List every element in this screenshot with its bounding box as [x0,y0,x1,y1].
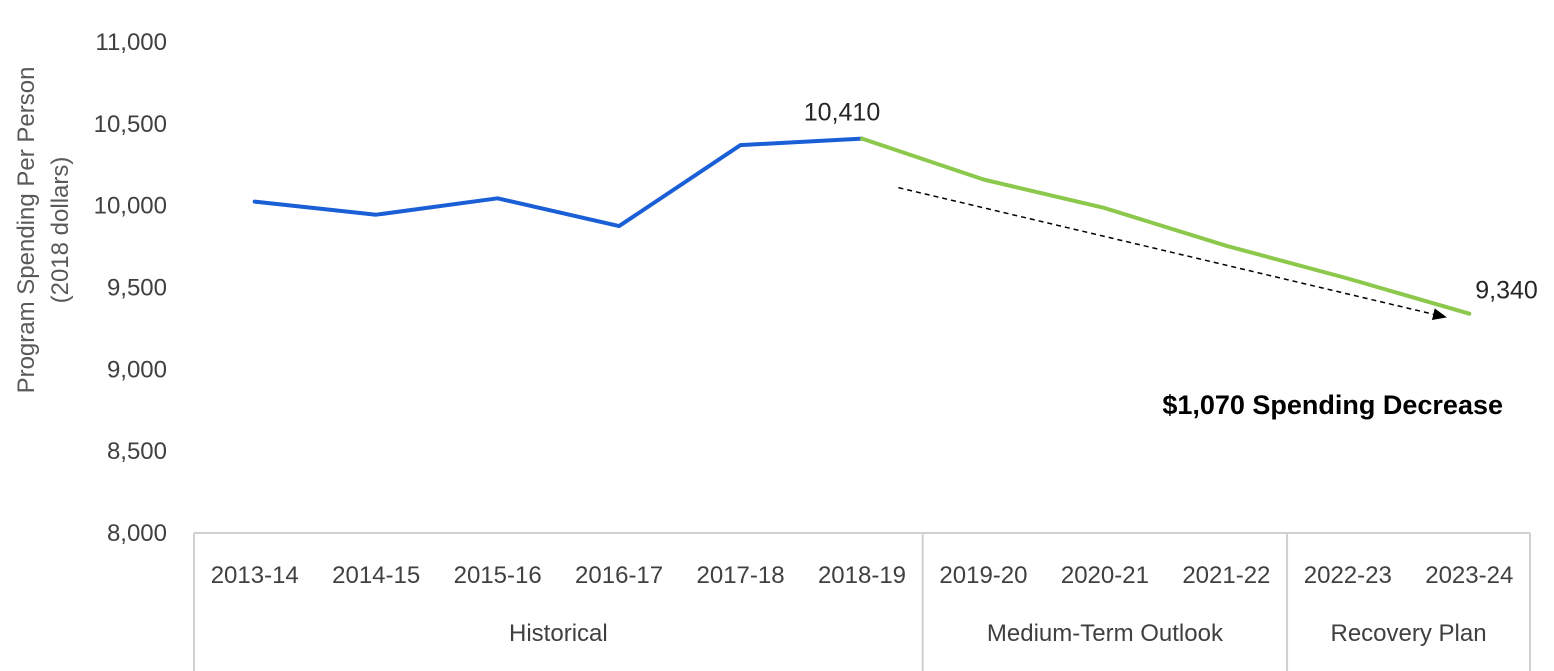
x-tick-label: 2018-19 [818,562,906,589]
x-tick-label: 2020-21 [1061,562,1149,589]
series-line-0 [252,136,864,229]
decrease-arrow [898,186,1447,321]
x-tick-label: 2023-24 [1425,562,1513,589]
data-label: 10,410 [804,99,880,127]
x-axis: 2013-14 2014-15 2015-16 2016-17 2017-18 2018-… [193,532,1531,671]
y-tick-label: 9,500 [107,275,167,302]
x-tick-label: 2022-23 [1304,562,1392,589]
x-tick-label: 2017-18 [697,562,785,589]
y-axis-ticks: 8,000 8,500 9,000 9,500 10,000 10,500 11,000 [94,29,167,547]
y-axis-title-line-1: Program Spending Per Person [13,67,40,394]
series-line-1 [860,136,1472,316]
x-group-label: Historical [509,620,608,647]
spending-decrease-annotation: $1,070 Spending Decrease [898,186,1503,420]
x-tick-label: 2013-14 [211,562,299,589]
x-tick-label: 2015-16 [454,562,542,589]
x-tick-label: 2016-17 [575,562,663,589]
x-tick-label: 2014-15 [332,562,420,589]
x-group-label: Medium-Term Outlook [987,620,1224,647]
y-tick-label: 10,000 [94,193,167,220]
series-lines [252,136,1472,316]
x-tick-label: 2021-22 [1182,562,1270,589]
y-axis-title: Program Spending Per Person (2018 dollar… [13,67,74,394]
decrease-annotation-text: $1,070 Spending Decrease [1162,390,1503,420]
y-axis-title-line-2: (2018 dollars) [47,157,74,304]
x-group-label: Recovery Plan [1331,620,1487,647]
data-labels: 10,410 9,340 [804,99,1538,305]
x-tick-label: 2019-20 [939,562,1027,589]
y-tick-label: 11,000 [95,29,167,56]
data-label: 9,340 [1475,277,1538,305]
y-tick-label: 8,500 [107,438,167,465]
y-tick-label: 8,000 [107,520,167,547]
y-tick-label: 10,500 [94,111,167,138]
y-tick-label: 9,000 [107,356,167,383]
